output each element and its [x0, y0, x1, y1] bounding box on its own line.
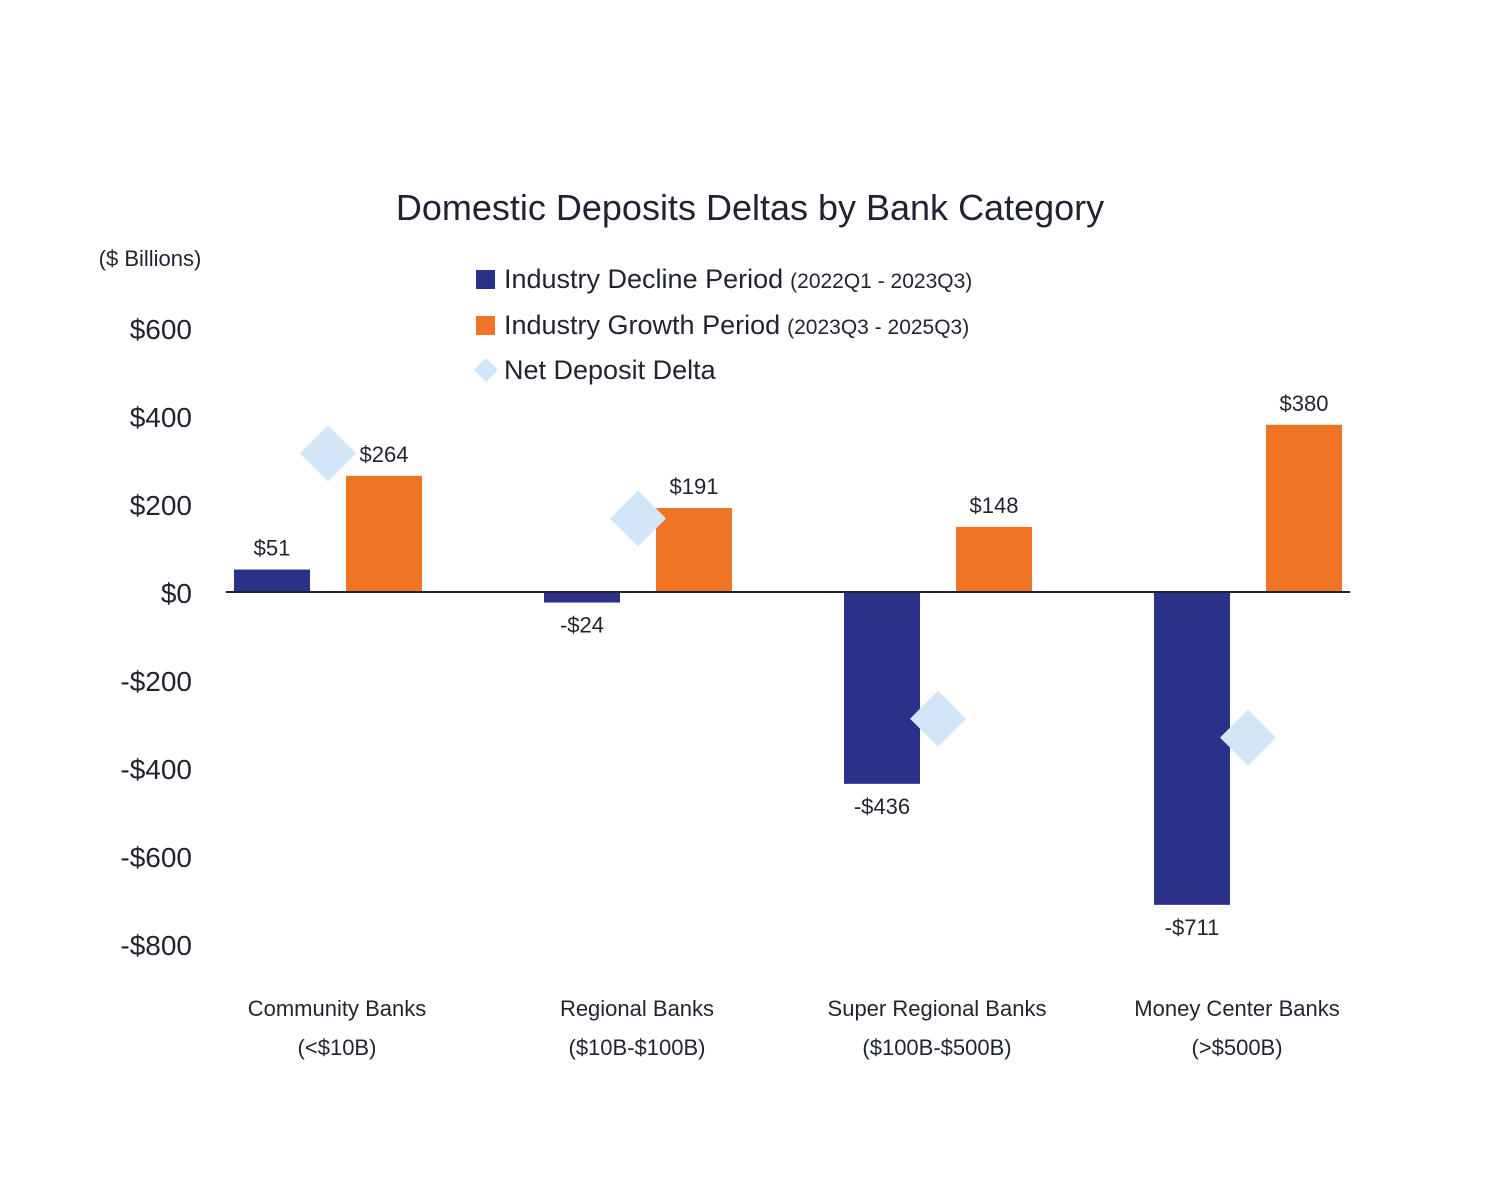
legend-label: Net Deposit Delta [504, 355, 717, 385]
decline-bar [234, 569, 310, 592]
legend-swatch-growth [476, 316, 495, 335]
y-tick-label: -$800 [120, 930, 192, 961]
category-label: Money Center Banks [1134, 996, 1339, 1021]
net-delta-marker [910, 690, 966, 747]
y-tick-label: $0 [161, 578, 192, 609]
x-axis: Community Banks (<$10B) Regional Banks ($10… [248, 996, 1340, 1060]
category-sublabel: (<$10B) [298, 1035, 377, 1060]
legend-series-name: Industry Growth Period [504, 310, 780, 340]
category-sublabel: ($100B-$500B) [862, 1035, 1011, 1060]
y-tick-label: $400 [130, 402, 192, 433]
net-delta-markers [300, 425, 1276, 766]
category-label: Community Banks [248, 996, 427, 1021]
decline-bar-label: $51 [254, 536, 291, 561]
chart-title: Domestic Deposits Deltas by Bank Categor… [396, 187, 1104, 228]
legend-series-name: Industry Decline Period [504, 264, 783, 294]
category-sublabel: (>$500B) [1191, 1035, 1282, 1060]
legend: Industry Decline Period (2022Q1 - 2023Q3)… [474, 264, 972, 385]
category-label: Super Regional Banks [828, 996, 1047, 1021]
decline-bar-label: -$24 [560, 613, 604, 638]
decline-bar [844, 592, 920, 784]
legend-series-period: (2022Q1 - 2023Q3) [790, 270, 972, 293]
legend-label: Industry Growth Period (2023Q3 - 2025Q3) [504, 310, 969, 340]
growth-bar-label: $148 [970, 493, 1019, 518]
legend-series-name: Net Deposit Delta [504, 355, 717, 385]
decline-bar [1154, 592, 1230, 905]
decline-bar-label: -$711 [1165, 915, 1220, 940]
net-delta-marker [1220, 709, 1276, 766]
data-labels: $51 $264 -$24 $191 -$436 $148 -$711 $380 [254, 391, 1329, 940]
y-tick-label: $600 [130, 314, 192, 345]
legend-label: Industry Decline Period (2022Q1 - 2023Q3) [504, 264, 972, 294]
bar-series [226, 424, 1350, 905]
y-tick-label: -$200 [120, 666, 192, 697]
net-delta-marker [300, 425, 356, 482]
decline-bar [544, 592, 620, 603]
y-tick-label: $200 [130, 490, 192, 521]
decline-bar-label: -$436 [854, 794, 910, 819]
growth-bar-label: $380 [1280, 391, 1329, 416]
growth-bar [956, 526, 1032, 592]
category-sublabel: ($10B-$100B) [569, 1035, 706, 1060]
y-tick-label: -$400 [120, 754, 192, 785]
category-label: Regional Banks [560, 996, 714, 1021]
growth-bar-label: $191 [670, 474, 719, 499]
y-tick-label: -$600 [120, 842, 192, 873]
growth-bar [656, 507, 732, 592]
growth-bar-label: $264 [360, 442, 409, 467]
legend-swatch-net-delta [474, 358, 498, 382]
legend-swatch-decline [476, 270, 495, 289]
growth-bar [346, 475, 422, 592]
growth-bar [1266, 424, 1342, 592]
legend-series-period: (2023Q3 - 2025Q3) [787, 316, 969, 339]
y-axis-unit-label: ($ Billions) [99, 246, 202, 271]
net-delta-marker [610, 490, 666, 547]
y-axis: $600 $400 $200 $0 -$200 -$400 -$600 -$800 [120, 314, 192, 961]
